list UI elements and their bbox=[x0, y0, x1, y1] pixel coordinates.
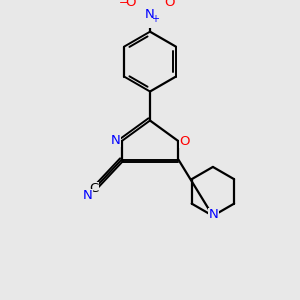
Text: N: N bbox=[83, 190, 92, 202]
Text: +: + bbox=[151, 14, 158, 24]
Text: N: N bbox=[145, 8, 155, 21]
Text: C: C bbox=[89, 182, 98, 195]
Text: N: N bbox=[110, 134, 120, 147]
Text: O: O bbox=[125, 0, 135, 9]
Text: −: − bbox=[119, 0, 128, 8]
Text: O: O bbox=[179, 135, 190, 148]
Text: N: N bbox=[209, 208, 219, 221]
Text: O: O bbox=[165, 0, 175, 9]
